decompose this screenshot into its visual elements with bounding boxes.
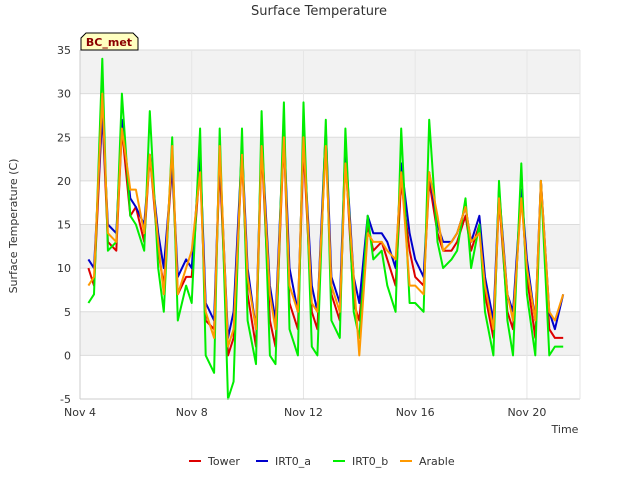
y-tick-label: -5 (60, 393, 71, 406)
x-tick-label: Nov 20 (507, 406, 546, 419)
chart-title: Surface Temperature (251, 4, 387, 19)
y-tick-label: 10 (57, 262, 71, 275)
y-tick-label: 15 (57, 219, 71, 232)
y-tick-label: 25 (57, 131, 71, 144)
series-line-arable (87, 92, 565, 357)
plot-band (80, 311, 580, 356)
y-tick-label: 5 (64, 306, 71, 319)
legend: Tower IRT0_a IRT0_b Arable (189, 455, 455, 468)
legend-label-tower: Tower (207, 455, 240, 468)
legend-label-irt0-a: IRT0_a (275, 455, 311, 468)
x-tick-label: Nov 4 (64, 406, 96, 419)
site-badge-box (80, 32, 139, 51)
y-tick-label: 30 (57, 88, 71, 101)
series-lines (87, 57, 565, 400)
x-tick-label: Nov 8 (176, 406, 208, 419)
x-tick-label: Nov 16 (396, 406, 435, 419)
x-tick-label: Nov 12 (284, 406, 323, 419)
axes (79, 50, 581, 400)
plot-band (80, 50, 580, 94)
site-badge-label: BC_met (86, 36, 132, 49)
plot-band (80, 93, 580, 138)
y-tick-labels: -5 0 5 10 15 20 25 30 35 (57, 44, 71, 406)
legend-label-irt0-b: IRT0_b (352, 455, 388, 468)
legend-label-arable: Arable (419, 455, 455, 468)
plot-band (80, 355, 580, 399)
site-badge: BC_met (80, 32, 139, 51)
y-axis-label: Surface Temperature (C) (7, 159, 20, 294)
y-tick-label: 0 (64, 349, 71, 362)
y-tick-label: 35 (57, 44, 71, 57)
x-tick-labels: Nov 4 Nov 8 Nov 12 Nov 16 Nov 20 (64, 406, 546, 419)
plot-band (80, 137, 580, 181)
y-tick-label: 20 (57, 175, 71, 188)
x-axis-label: Time (551, 423, 579, 436)
